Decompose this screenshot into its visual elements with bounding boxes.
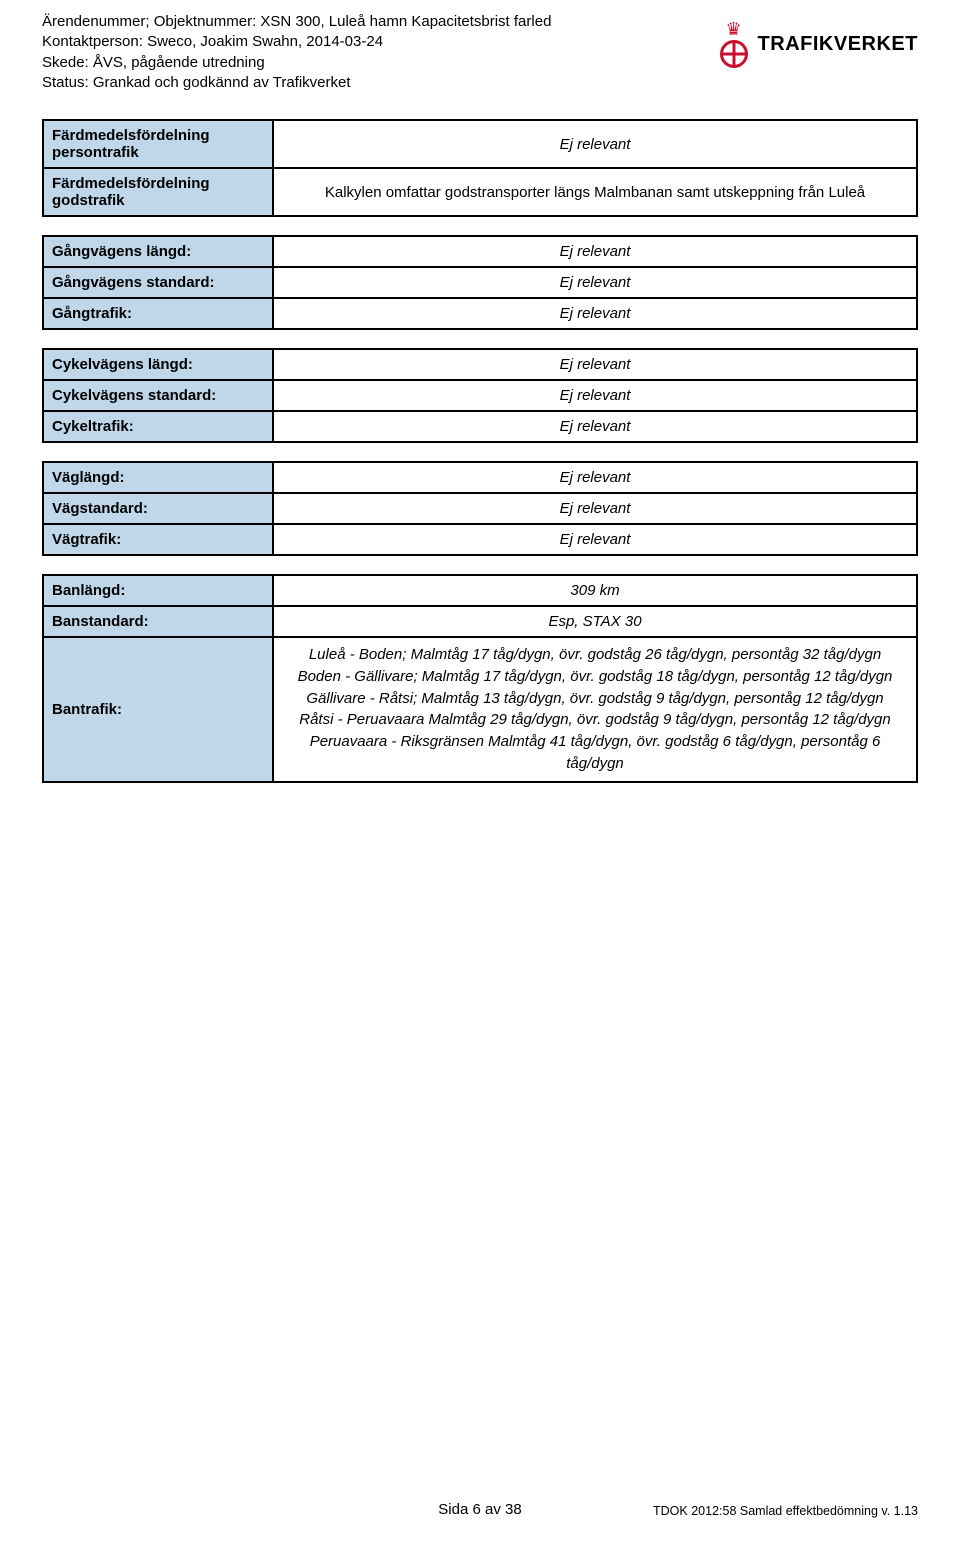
table-row: Banstandard:Esp, STAX 30 xyxy=(43,606,917,637)
footer-page-number: Sida 6 av 38 xyxy=(438,1501,521,1518)
table-row: Väglängd:Ej relevant xyxy=(43,462,917,493)
row-value: Ej relevant xyxy=(273,411,917,442)
table-row: Vägtrafik:Ej relevant xyxy=(43,524,917,555)
row-value: Ej relevant xyxy=(273,524,917,555)
trafikverket-logo: ♛ TRAFIKVERKET xyxy=(720,20,918,68)
row-value-line: Råtsi - Peruavaara Malmtåg 29 tåg/dygn, … xyxy=(282,709,908,731)
row-value-line: Luleå - Boden; Malmtåg 17 tåg/dygn, övr.… xyxy=(282,644,908,666)
table-groups: Färdmedelsfördelning persontrafikEj rele… xyxy=(42,119,918,783)
crown-icon: ♛ xyxy=(725,20,741,38)
row-label: Banlängd: xyxy=(43,575,273,606)
logo-mark-icon: ♛ xyxy=(720,20,748,68)
page: Ärendenummer; Objektnummer: XSN 300, Lul… xyxy=(0,0,960,1546)
header-line-4: Status: Grankad och godkännd av Trafikve… xyxy=(42,73,551,93)
row-label: Gångvägens längd: xyxy=(43,236,273,267)
table-row: Färdmedelsfördelning persontrafikEj rele… xyxy=(43,120,917,168)
row-label: Färdmedelsfördelning persontrafik xyxy=(43,120,273,168)
page-header: Ärendenummer; Objektnummer: XSN 300, Lul… xyxy=(42,12,918,93)
row-label: Cykeltrafik: xyxy=(43,411,273,442)
table-group: Färdmedelsfördelning persontrafikEj rele… xyxy=(42,119,918,217)
row-label: Gångvägens standard: xyxy=(43,267,273,298)
row-label: Vägstandard: xyxy=(43,493,273,524)
table-row: Cykelvägens standard:Ej relevant xyxy=(43,380,917,411)
row-value: Luleå - Boden; Malmtåg 17 tåg/dygn, övr.… xyxy=(273,637,917,782)
row-value-line: Gällivare - Råtsi; Malmtåg 13 tåg/dygn, … xyxy=(282,688,908,710)
table-group: Cykelvägens längd:Ej relevantCykelvägens… xyxy=(42,348,918,443)
table-group: Banlängd:309 kmBanstandard:Esp, STAX 30B… xyxy=(42,574,918,783)
table-group: Gångvägens längd:Ej relevantGångvägens s… xyxy=(42,235,918,330)
wheel-icon xyxy=(720,40,748,68)
table-row: Bantrafik: Luleå - Boden; Malmtåg 17 tåg/… xyxy=(43,637,917,782)
row-label: Färdmedelsfördelning godstrafik xyxy=(43,168,273,216)
header-line-1: Ärendenummer; Objektnummer: XSN 300, Lul… xyxy=(42,12,551,32)
logo-text: TRAFIKVERKET xyxy=(758,33,918,56)
row-value: Ej relevant xyxy=(273,493,917,524)
table-row: Vägstandard:Ej relevant xyxy=(43,493,917,524)
row-label: Vägtrafik: xyxy=(43,524,273,555)
row-label: Väglängd: xyxy=(43,462,273,493)
row-value-line: Boden - Gällivare; Malmtåg 17 tåg/dygn, … xyxy=(282,666,908,688)
row-label: Banstandard: xyxy=(43,606,273,637)
table-group: Väglängd:Ej relevantVägstandard:Ej relev… xyxy=(42,461,918,556)
row-value: Ej relevant xyxy=(273,267,917,298)
footer-doc-ref: TDOK 2012:58 Samlad effektbedömning v. 1… xyxy=(653,1504,918,1518)
row-label: Bantrafik: xyxy=(43,637,273,782)
row-value: Ej relevant xyxy=(273,298,917,329)
table-row: Gångvägens längd:Ej relevant xyxy=(43,236,917,267)
table-row: Cykeltrafik:Ej relevant xyxy=(43,411,917,442)
row-value: Ej relevant xyxy=(273,462,917,493)
row-value: Kalkylen omfattar godstransporter längs … xyxy=(273,168,917,216)
row-value: Ej relevant xyxy=(273,380,917,411)
row-value: 309 km xyxy=(273,575,917,606)
header-line-2: Kontaktperson: Sweco, Joakim Swahn, 2014… xyxy=(42,32,551,52)
row-label: Cykelvägens längd: xyxy=(43,349,273,380)
table-row: Gångtrafik:Ej relevant xyxy=(43,298,917,329)
page-footer: Sida 6 av 38 TDOK 2012:58 Samlad effektb… xyxy=(42,1504,918,1518)
row-value-line: Peruavaara - Riksgränsen Malmtåg 41 tåg/… xyxy=(282,731,908,775)
table-row: Gångvägens standard:Ej relevant xyxy=(43,267,917,298)
table-row: Cykelvägens längd:Ej relevant xyxy=(43,349,917,380)
row-value: Ej relevant xyxy=(273,236,917,267)
table-row: Färdmedelsfördelning godstrafikKalkylen … xyxy=(43,168,917,216)
row-value: Esp, STAX 30 xyxy=(273,606,917,637)
spacer xyxy=(42,783,918,1465)
header-line-3: Skede: ÅVS, pågående utredning xyxy=(42,53,551,73)
row-label: Gångtrafik: xyxy=(43,298,273,329)
table-row: Banlängd:309 km xyxy=(43,575,917,606)
row-label: Cykelvägens standard: xyxy=(43,380,273,411)
row-value: Ej relevant xyxy=(273,120,917,168)
row-value: Ej relevant xyxy=(273,349,917,380)
header-meta: Ärendenummer; Objektnummer: XSN 300, Lul… xyxy=(42,12,551,93)
